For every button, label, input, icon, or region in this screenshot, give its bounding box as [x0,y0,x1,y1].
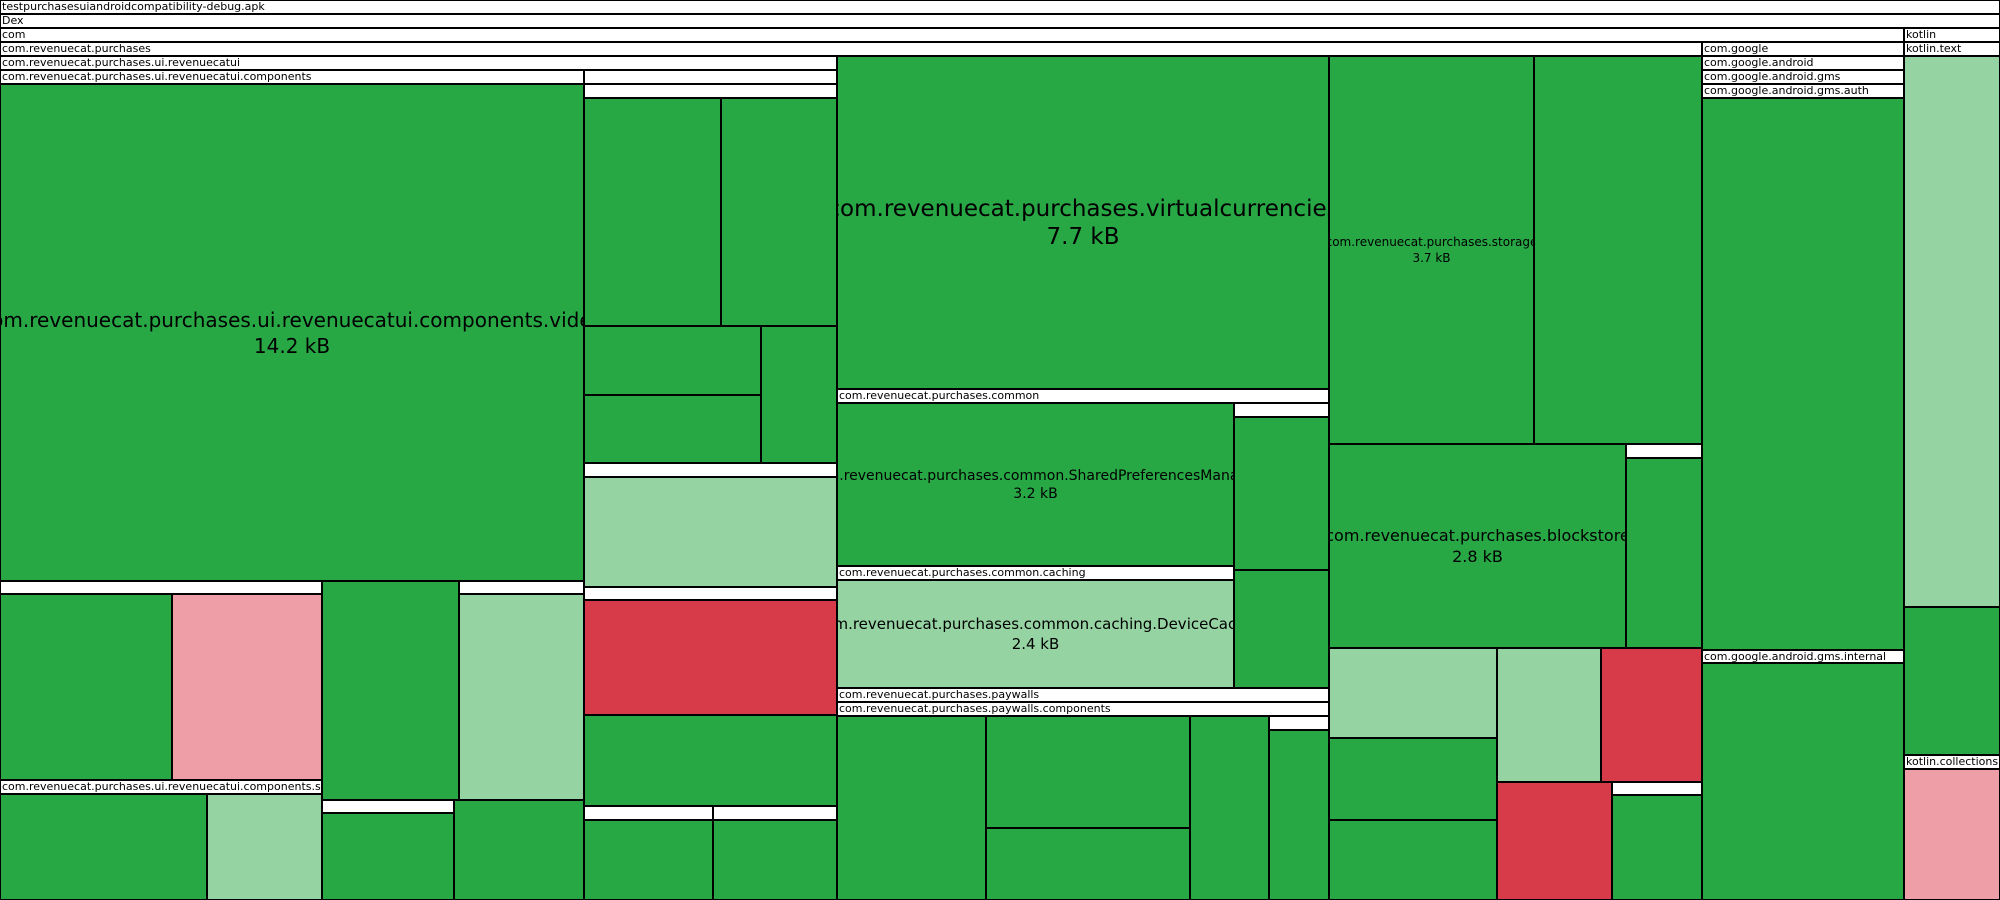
package-header-com-revenuecat-purchases-ui-revenuecatui-components[interactable]: com.revenuecat.purchases.ui.revenuecatui… [0,70,584,84]
treemap-block[interactable] [0,794,207,900]
treemap-block[interactable] [454,800,584,900]
treemap-block[interactable] [761,326,837,463]
package-header[interactable] [459,581,584,594]
package-header-com-revenuecat-purchases-paywalls-components[interactable]: com.revenuecat.purchases.paywalls.compon… [837,702,1329,716]
treemap-block-com-revenuecat-purchases-storage[interactable]: com.revenuecat.purchases.storage 3.7 kB [1329,56,1534,444]
treemap-block[interactable] [986,716,1190,828]
treemap-block[interactable] [584,715,837,806]
package-header-com-revenuecat-purchases-paywalls[interactable]: com.revenuecat.purchases.paywalls [837,688,1329,702]
treemap-block-com-revenuecat-purchases-common-sharedpreferencesmanager[interactable]: com.revenuecat.purchases.common.SharedPr… [837,403,1234,566]
block-size-label: 3.2 kB [1013,485,1058,502]
treemap-block[interactable] [1612,795,1702,900]
treemap-block[interactable] [1702,98,1904,650]
package-header[interactable] [1269,716,1329,730]
package-header[interactable] [584,84,837,98]
block-name-label: com.revenuecat.purchases.virtualcurrenci… [837,195,1329,222]
package-header-com-revenuecat-purchases-common-caching[interactable]: com.revenuecat.purchases.common.caching [837,566,1234,580]
package-header-com-revenuecat-purchases[interactable]: com.revenuecat.purchases [0,42,1702,56]
package-header[interactable] [1626,444,1702,458]
package-header-com-google-android-gms-internal[interactable]: com.google.android.gms.internal [1702,650,1904,663]
block-size-label: 2.8 kB [1452,547,1503,566]
treemap-block[interactable] [713,820,837,900]
package-header-com-revenuecat-purchases-common[interactable]: com.revenuecat.purchases.common [837,389,1329,403]
treemap-block[interactable] [172,594,322,780]
treemap-block[interactable] [1329,648,1497,738]
treemap-block[interactable] [1234,417,1329,570]
block-size-label: 14.2 kB [253,333,331,358]
treemap-block[interactable] [1904,56,2000,607]
treemap-block-com-revenuecat-purchases-ui-revenuecatui-components-video[interactable]: com.revenuecat.purchases.ui.revenuecatui… [0,84,584,581]
treemap-block[interactable] [1329,820,1497,900]
treemap-block[interactable] [1904,607,2000,755]
treemap-block[interactable] [721,98,837,326]
package-header-com-revenuecat-purchases-ui-revenuecatui-components-style[interactable]: com.revenuecat.purchases.ui.revenuecatui… [0,780,322,794]
package-header[interactable] [1612,782,1702,795]
package-header-com-google-android[interactable]: com.google.android [1702,56,1904,70]
treemap-block[interactable] [1601,648,1702,782]
package-header-com-google-android-gms[interactable]: com.google.android.gms [1702,70,1904,84]
block-name-label: com.revenuecat.purchases.common.SharedPr… [838,467,1233,484]
treemap-block[interactable] [322,813,454,900]
treemap-block[interactable] [584,98,721,326]
package-header-com[interactable]: com [0,28,1904,42]
package-header[interactable] [584,587,837,600]
treemap-block[interactable] [584,395,761,463]
block-size-label: 2.4 kB [1011,635,1060,653]
block-name-label: com.revenuecat.purchases.common.caching.… [837,615,1234,633]
treemap-block[interactable] [1497,648,1601,782]
treemap-block[interactable] [837,716,986,900]
treemap-block[interactable] [1329,738,1497,820]
treemap-block[interactable] [1702,663,1904,900]
treemap-block[interactable] [986,828,1190,900]
treemap-block[interactable] [1626,458,1702,648]
package-header[interactable] [322,800,454,813]
treemap-block[interactable] [584,477,837,587]
treemap-block[interactable] [1234,570,1329,688]
treemap-block-com-revenuecat-purchases-common-caching-devicecache[interactable]: com.revenuecat.purchases.common.caching.… [837,580,1234,688]
package-header[interactable] [584,70,837,84]
package-header[interactable] [584,463,837,477]
treemap-block[interactable] [1904,769,2000,900]
treemap-block[interactable] [459,594,584,800]
treemap-block-com-revenuecat-purchases-virtualcurrencies[interactable]: com.revenuecat.purchases.virtualcurrenci… [837,56,1329,389]
treemap-block[interactable] [322,581,459,800]
package-header[interactable] [584,806,713,820]
package-header-com-google-android-gms-auth[interactable]: com.google.android.gms.auth [1702,84,1904,98]
package-header-dex[interactable]: Dex [0,14,2000,28]
block-name-label: com.revenuecat.purchases.blockstore [1329,526,1626,545]
treemap-block[interactable] [584,326,761,395]
treemap-block[interactable] [0,594,172,780]
package-header[interactable] [713,806,837,820]
treemap-block[interactable] [1534,56,1702,444]
package-header-kotlin[interactable]: kotlin [1904,28,2000,42]
package-header[interactable] [0,581,322,594]
block-name-label: com.revenuecat.purchases.storage [1329,235,1534,249]
block-name-label: com.revenuecat.purchases.ui.revenuecatui… [0,307,584,332]
treemap-block[interactable] [1269,730,1329,900]
package-header-kotlin-collections[interactable]: kotlin.collections [1904,755,2000,769]
treemap-block-com-revenuecat-purchases-blockstore[interactable]: com.revenuecat.purchases.blockstore 2.8 k… [1329,444,1626,648]
package-header-com-revenuecat-purchases-ui-revenuecatui[interactable]: com.revenuecat.purchases.ui.revenuecatui [0,56,837,70]
package-header[interactable] [1234,403,1329,417]
block-size-label: 7.7 kB [1046,223,1120,250]
treemap-block[interactable] [1190,716,1269,900]
treemap-block[interactable] [1497,782,1612,900]
treemap-block[interactable] [584,820,713,900]
package-header-kotlin-text[interactable]: kotlin.text [1904,42,2000,56]
block-size-label: 3.7 kB [1412,251,1451,265]
package-header-testpurchasesuiandroidcompatibility-debug-apk[interactable]: testpurchasesuiandroidcompatibility-debu… [0,0,2000,14]
treemap-block[interactable] [584,600,837,715]
treemap-block[interactable] [207,794,322,900]
package-header-com-google[interactable]: com.google [1702,42,1904,56]
